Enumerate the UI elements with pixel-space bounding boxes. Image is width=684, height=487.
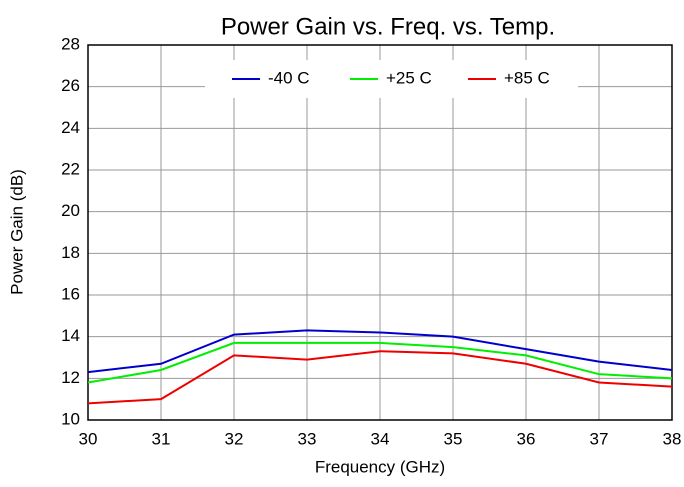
legend-label: +25 C [386,68,432,87]
y-tick-label: 24 [61,118,80,137]
x-tick-label: 35 [444,429,463,448]
x-tick-label: 36 [517,429,536,448]
series-line [87,341,673,384]
x-tick-label: 33 [298,429,317,448]
series-line [87,350,673,405]
x-tick-label: 37 [590,429,609,448]
series-line [87,329,673,374]
y-tick-label: 16 [61,284,80,303]
plot-frame [87,44,673,421]
x-tick-label: 30 [79,429,98,448]
y-tick-label: 26 [61,76,80,95]
x-tick-label: 31 [152,429,171,448]
x-tick-label: 32 [225,429,244,448]
y-tick-label: 20 [61,201,80,220]
y-tick-label: 12 [61,368,80,387]
legend-label: -40 C [268,68,310,87]
legend-label: +85 C [504,68,550,87]
chart-title: Power Gain vs. Freq. vs. Temp. [221,13,555,40]
x-axis-label: Frequency (GHz) [315,457,445,476]
legend-box [205,60,578,98]
y-tick-label: 18 [61,243,80,262]
x-tick-label: 34 [371,429,390,448]
y-tick-label: 28 [61,34,80,53]
y-tick-label: 22 [61,159,80,178]
y-tick-label: 10 [61,409,80,428]
y-axis-label: Power Gain (dB) [7,169,26,295]
x-tick-label: 38 [663,429,682,448]
y-tick-label: 14 [61,326,80,345]
